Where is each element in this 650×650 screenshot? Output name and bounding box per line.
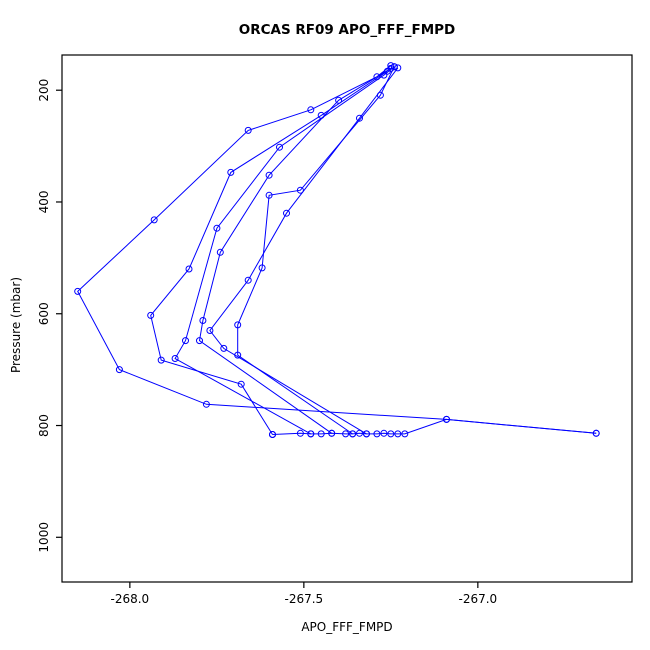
data-point <box>202 400 210 408</box>
series-line-profile-3 <box>174 66 395 435</box>
data-point <box>276 143 283 151</box>
x-tick-label: -267.5 <box>285 592 324 606</box>
data-point <box>335 96 343 104</box>
series-line-level-leg-815mb <box>272 418 597 435</box>
y-tick-label: 800 <box>37 414 51 437</box>
x-tick-label: -268.0 <box>111 592 150 606</box>
data-point <box>394 430 402 438</box>
data-point <box>206 327 214 334</box>
data-point <box>390 63 398 71</box>
data-point <box>199 317 207 324</box>
data-point <box>443 415 450 423</box>
data-point <box>373 430 381 438</box>
plot-border <box>61 54 633 583</box>
data-point <box>349 430 357 438</box>
data-point <box>237 380 245 388</box>
data-point <box>265 171 273 179</box>
data-point <box>220 344 228 352</box>
series-line-profile-5 <box>237 66 395 435</box>
y-tick-label: 1000 <box>37 522 51 553</box>
data-point <box>317 430 325 438</box>
data-point <box>307 106 315 114</box>
series-line-profile-4 <box>198 67 392 434</box>
x-tick-label: -267.0 <box>458 592 497 606</box>
data-point <box>227 168 235 176</box>
data-point <box>342 430 350 438</box>
data-point <box>592 429 600 437</box>
data-point <box>258 264 266 272</box>
data-point <box>307 430 315 438</box>
data-point <box>74 287 82 295</box>
data-point <box>356 114 363 122</box>
data-point <box>196 337 203 345</box>
data-point <box>296 186 304 194</box>
data-point <box>269 431 276 438</box>
series-line-profile-6 <box>209 67 399 435</box>
data-point <box>244 276 252 284</box>
data-point <box>380 429 388 437</box>
data-point <box>150 216 158 224</box>
data-point <box>185 265 193 273</box>
data-point <box>244 126 252 134</box>
series-line-profile-2 <box>150 70 388 435</box>
data-point <box>234 321 242 329</box>
data-point <box>356 429 363 437</box>
data-point <box>328 429 336 437</box>
y-tick-label: 400 <box>37 191 51 214</box>
data-point <box>265 191 273 199</box>
data-point <box>394 64 402 72</box>
data-point <box>363 430 370 438</box>
data-point <box>115 366 123 374</box>
data-point <box>216 248 224 256</box>
data-point <box>182 337 189 345</box>
data-point <box>171 355 179 362</box>
data-point <box>296 429 304 437</box>
data-point <box>283 209 290 217</box>
series-line-profile-outer-loop <box>77 65 597 434</box>
x-axis-label: APO_FFF_FMPD <box>301 620 393 634</box>
y-tick-label: 200 <box>37 79 51 102</box>
data-point <box>401 430 409 438</box>
y-tick-label: 600 <box>37 302 51 325</box>
data-point <box>213 224 221 232</box>
data-point <box>147 311 155 319</box>
data-point <box>387 430 395 438</box>
data-point <box>157 356 165 364</box>
chart-title: ORCAS RF09 APO_FFF_FMPD <box>238 22 456 38</box>
